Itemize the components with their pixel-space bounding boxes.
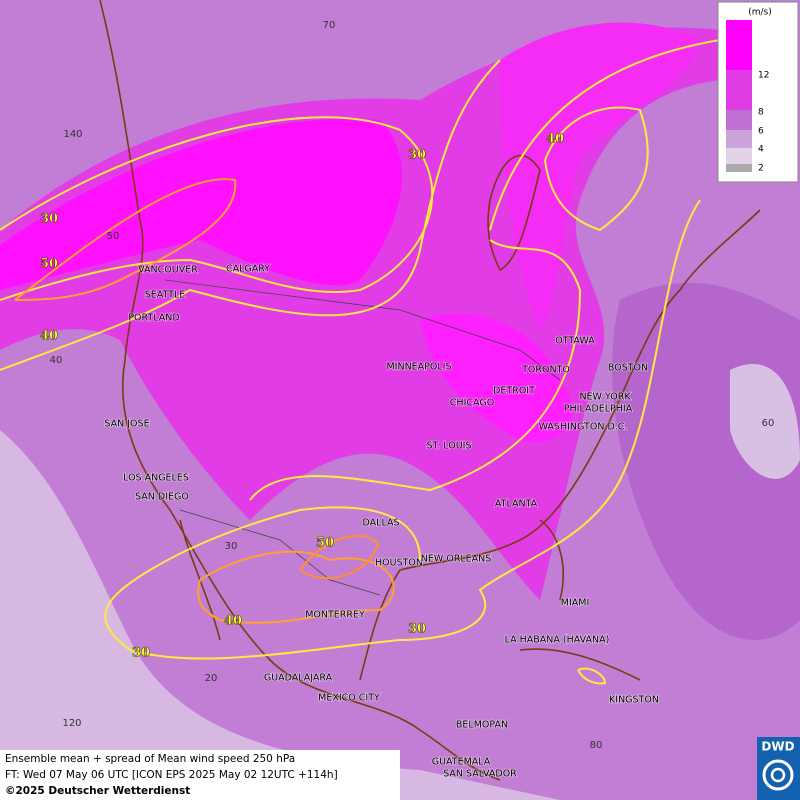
city-label: LA HABANA (HAVANA) <box>505 635 610 646</box>
caption-copyright: ©2025 Deutscher Wetterdienst <box>5 785 190 797</box>
contour-label: 30 <box>132 646 150 661</box>
caption-title: Ensemble mean + spread of Mean wind spee… <box>5 753 295 765</box>
contour-label: 30 <box>408 622 426 637</box>
city-label: GUATEMALA <box>432 757 491 768</box>
city-label: SAN JOSE <box>104 419 149 430</box>
legend-swatch <box>726 20 752 70</box>
legend: (m/s) 2 4 6 8 12 <box>717 1 799 183</box>
city-label: BOSTON <box>608 363 648 374</box>
contour-label: 40 <box>546 132 564 147</box>
logo-icon <box>762 759 794 791</box>
grid-label: 140 <box>63 129 82 140</box>
legend-level: 8 <box>758 108 764 118</box>
contours <box>0 39 721 685</box>
grid-label: 20 <box>205 673 218 684</box>
legend-swatch <box>726 164 752 172</box>
legend-swatch <box>726 70 752 110</box>
low-wind-area <box>0 430 560 800</box>
legend-swatch <box>726 148 752 164</box>
city-label: LOS ANGELES <box>123 473 189 484</box>
grid-label: 30 <box>225 541 238 552</box>
grid-label: 70 <box>323 20 336 31</box>
legend-level: 4 <box>758 145 764 155</box>
city-label: PORTLAND <box>128 313 179 324</box>
caption-box <box>0 750 400 800</box>
logo: DWD <box>757 737 800 800</box>
city-label: WASHINGTON D.C. <box>539 422 628 433</box>
city-label: HOUSTON <box>375 558 423 569</box>
city-label: NEW YORK <box>579 392 631 403</box>
city-label: BELMOPAN <box>456 720 508 731</box>
contour-label: 30 <box>408 148 426 163</box>
city-label: MONTERREY <box>305 610 365 621</box>
contour-label: 40 <box>224 614 242 629</box>
legend-swatch <box>726 110 752 130</box>
logo-text: DWD <box>761 740 794 754</box>
city-label: GUADALAJARA <box>264 673 333 684</box>
grid-label: 40 <box>50 355 63 366</box>
legend-level: 6 <box>758 127 764 137</box>
caption: Ensemble mean + spread of Mean wind spee… <box>0 750 400 800</box>
city-label: SAN DIEGO <box>135 492 189 503</box>
city-label: OTTAWA <box>555 336 595 347</box>
jet-core <box>0 118 402 290</box>
contour-label: 30 <box>40 212 58 227</box>
legend-level: 12 <box>758 71 769 81</box>
city-label: CALGARY <box>226 264 270 275</box>
city-label: MIAMI <box>561 598 590 609</box>
legend-swatch <box>726 130 752 148</box>
city-label: CHICAGO <box>450 398 494 409</box>
contour-label: 40 <box>40 329 58 344</box>
borders <box>164 279 561 596</box>
city-label: PHILADELPHIA <box>564 404 633 415</box>
caption-forecast-time: FT: Wed 07 May 06 UTC [ICON EPS 2025 May… <box>5 769 338 781</box>
contour-label: 50 <box>316 536 334 551</box>
city-label: KINGSTON <box>609 695 659 706</box>
grid-label: 50 <box>107 231 120 242</box>
city-label: NEW ORLEANS <box>421 554 492 565</box>
legend-unit: (m/s) <box>748 8 772 18</box>
city-label: ST. LOUIS <box>427 441 472 452</box>
coastlines <box>99 0 761 781</box>
city-label: MEXICO CITY <box>318 693 380 704</box>
low-wind-area <box>730 364 800 479</box>
grid-label: 60 <box>762 418 775 429</box>
grid-label: 120 <box>62 718 81 729</box>
city-label: TORONTO <box>521 365 570 376</box>
city-label: SEATTLE <box>145 290 186 301</box>
jet-core <box>420 313 573 442</box>
city-label: ATLANTA <box>495 499 538 510</box>
city-label: VANCOUVER <box>138 265 198 276</box>
logo-icon <box>770 767 786 783</box>
grid-label: 80 <box>590 740 603 751</box>
city-label: DALLAS <box>363 518 400 529</box>
city-label: DETROIT <box>493 386 535 397</box>
city-label: SAN SALVADOR <box>443 769 517 780</box>
city-label: MINNEAPOLIS <box>386 362 451 373</box>
legend-level: 2 <box>758 164 764 174</box>
contour-label: 50 <box>40 257 58 272</box>
